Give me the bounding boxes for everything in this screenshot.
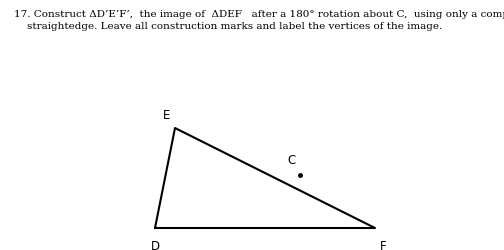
Text: E: E	[163, 109, 170, 122]
Text: 17. Construct ΔD’E’F’,  the image of  ΔDEF   after a 180° rotation about C,  usi: 17. Construct ΔD’E’F’, the image of ΔDEF…	[14, 10, 504, 19]
Text: D: D	[150, 240, 160, 250]
Text: straightedge. Leave all construction marks and label the vertices of the image.: straightedge. Leave all construction mar…	[14, 22, 442, 31]
Text: C: C	[288, 154, 296, 167]
Text: F: F	[380, 240, 387, 250]
